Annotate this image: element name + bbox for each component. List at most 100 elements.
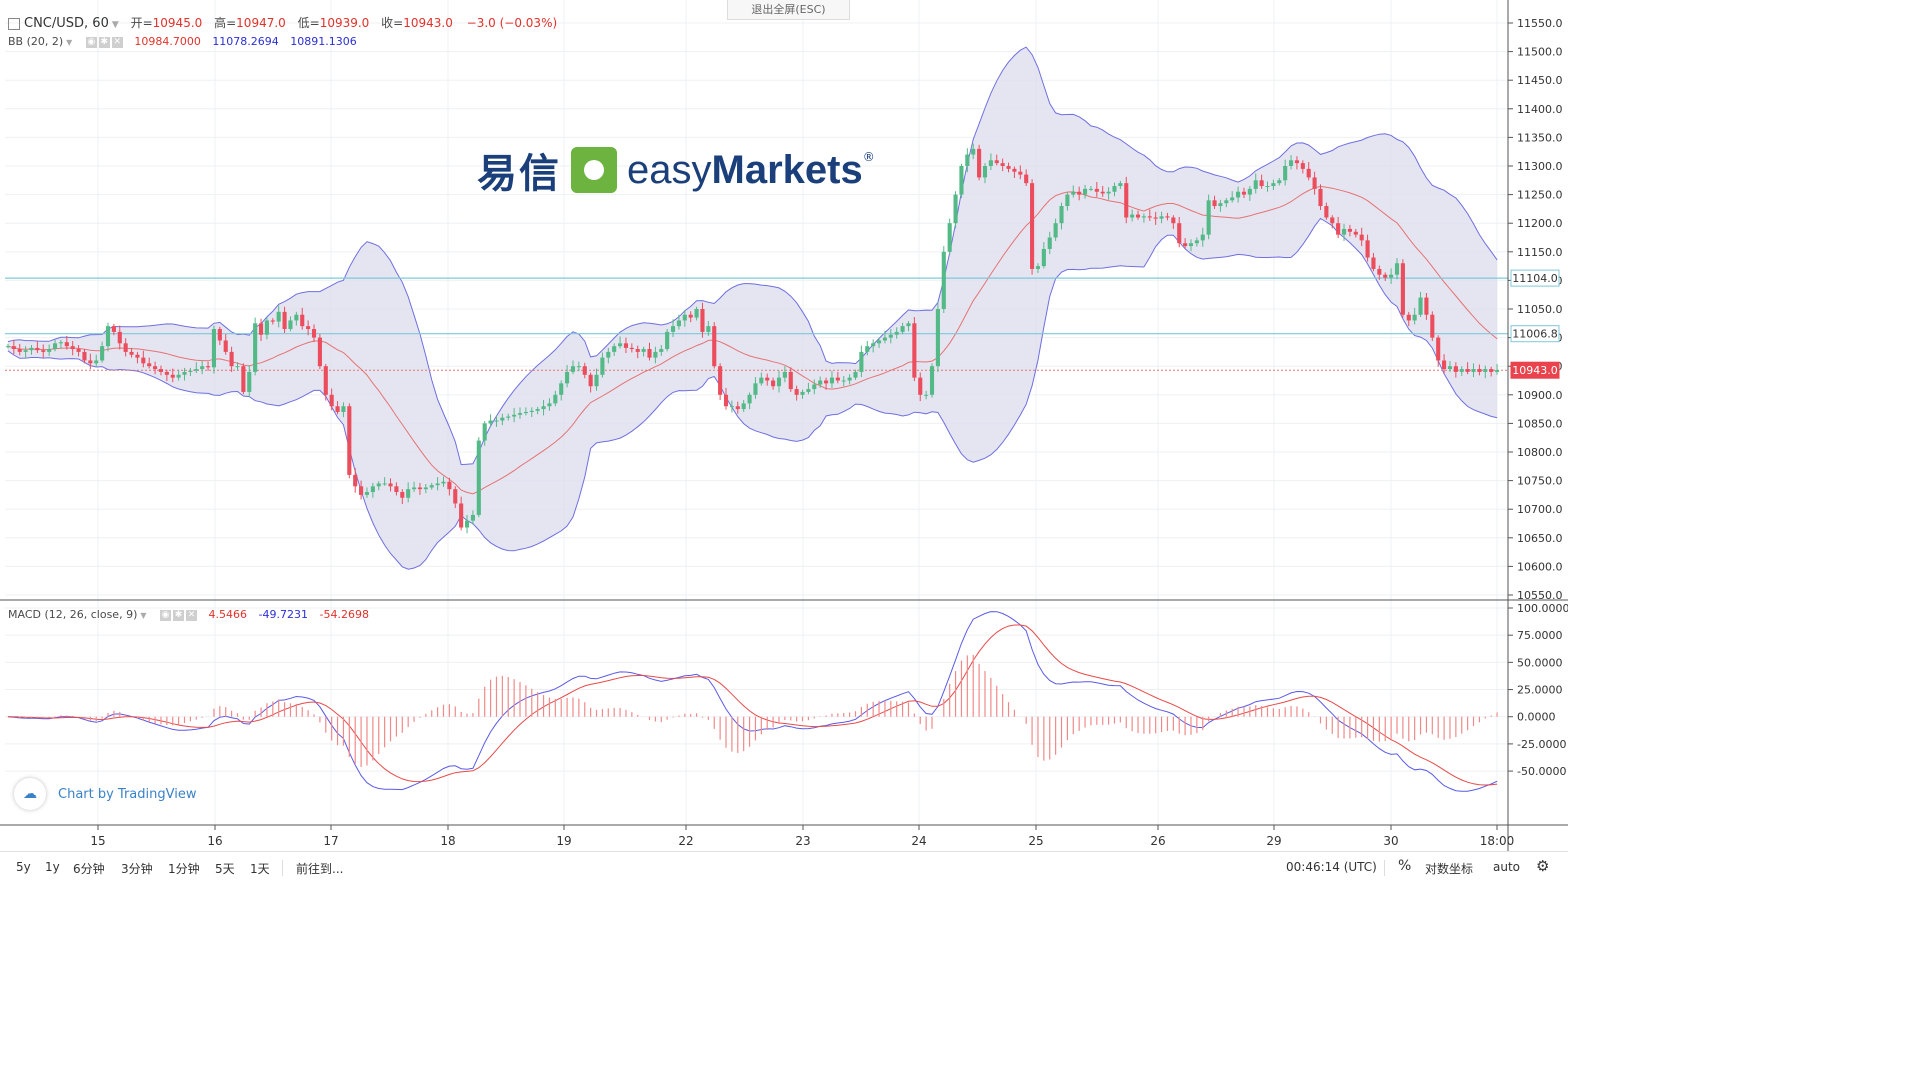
candle-body — [370, 486, 375, 493]
chart-canvas[interactable]: 15 16 17 18 19 22 23 24 25 26 29 30 18:00 11550.0 1150… — [0, 0, 1568, 882]
price-label-box — [1510, 361, 1560, 379]
candle-body — [918, 377, 923, 395]
candle-body — [1294, 160, 1299, 164]
range-1y-button[interactable]: 1y — [45, 860, 60, 874]
candle-body — [700, 309, 705, 332]
candle-body — [1247, 188, 1252, 195]
candle-body — [1265, 186, 1270, 188]
close-icon[interactable]: ✕ — [186, 609, 198, 621]
eye-icon[interactable]: ◉ — [85, 36, 97, 48]
candle-body — [200, 366, 205, 370]
candle-body — [429, 485, 434, 488]
candle-body — [594, 374, 599, 387]
candle-body — [182, 371, 187, 375]
candle-body — [1006, 166, 1011, 169]
y-tick-label: 11050.0 — [1517, 303, 1563, 316]
candle-body — [1112, 186, 1117, 192]
candle-body — [317, 337, 322, 367]
candle-body — [52, 343, 58, 350]
candle-body — [335, 406, 340, 412]
candle-body — [782, 371, 787, 378]
candle-body — [359, 486, 364, 495]
close-icon[interactable]: ✕ — [111, 36, 123, 48]
candle-body — [912, 323, 917, 378]
candle-body — [729, 406, 734, 408]
percent-scale-button[interactable]: % — [1398, 858, 1412, 874]
candle-body — [123, 343, 128, 352]
candle-body — [853, 371, 858, 378]
candle-body — [847, 377, 852, 381]
chevron-down-icon[interactable]: ▼ — [111, 20, 119, 30]
candle-body — [1347, 228, 1352, 232]
chevron-down-icon[interactable]: ▼ — [66, 38, 73, 47]
candle-body — [753, 383, 758, 395]
candle-body — [741, 403, 746, 410]
candle-body — [676, 320, 681, 327]
candle-body — [1053, 223, 1058, 238]
candle-body — [235, 366, 240, 368]
candle-body — [1065, 194, 1070, 207]
candle-body — [1171, 217, 1176, 224]
range-3min-button[interactable]: 3分钟 — [121, 862, 153, 876]
chevron-down-icon[interactable]: ▼ — [140, 611, 147, 620]
candle-body — [635, 349, 640, 352]
candle-body — [1236, 191, 1241, 198]
candle-body — [953, 194, 958, 224]
range-6min-button[interactable]: 6分钟 — [73, 862, 105, 876]
candle-body — [588, 374, 593, 387]
range-1d-button[interactable]: 1天 — [250, 862, 270, 876]
y-tick-label: 11500.0 — [1517, 46, 1563, 59]
candle-body — [1165, 216, 1170, 218]
candle-body — [1324, 206, 1329, 218]
candle-body — [147, 363, 152, 367]
open-label: 开= — [130, 16, 153, 30]
candle-body — [5, 346, 11, 348]
candle-body — [1035, 266, 1041, 269]
candle-body — [894, 331, 899, 335]
range-5d-button[interactable]: 5天 — [215, 862, 235, 876]
candle-body — [771, 380, 776, 387]
candle-body — [1024, 174, 1029, 184]
y-tick-label: 11400.0 — [1517, 103, 1563, 116]
price-label-text: 11104.0 — [1512, 272, 1558, 285]
candle-body — [1430, 314, 1435, 338]
candle-body — [76, 349, 81, 352]
utc-clock[interactable]: 00:46:14 (UTC) — [1286, 860, 1377, 874]
candle-body — [982, 166, 988, 178]
candle-body — [1094, 188, 1099, 192]
settings-icon[interactable]: ✱ — [98, 36, 110, 48]
tradingview-badge[interactable]: ☁ Chart by TradingView — [14, 778, 196, 810]
macd-tick-label: -50.0000 — [1517, 765, 1566, 778]
candle-body — [535, 409, 540, 411]
goto-date-button[interactable]: 前往到... — [296, 862, 344, 876]
candle-body — [888, 334, 893, 338]
candle-body — [1059, 206, 1064, 224]
settings-icon[interactable]: ✱ — [173, 609, 185, 621]
low-value: 10939.0 — [319, 16, 370, 30]
auto-scale-button[interactable]: auto — [1493, 860, 1521, 874]
y-tick-label: 10650.0 — [1517, 532, 1563, 545]
exit-fullscreen-button[interactable]: 退出全屏(ESC) — [727, 0, 850, 20]
tradingview-badge-text: Chart by TradingView — [58, 786, 197, 802]
x-tick-label: 30 — [1383, 834, 1398, 848]
candle-body — [423, 487, 428, 490]
logo-easy-text: easy — [627, 147, 712, 192]
log-scale-button[interactable]: 对数坐标 — [1425, 862, 1474, 876]
chart-menu-icon[interactable] — [8, 17, 20, 30]
symbol-legend: CNC/USD, 60 ▼ 开=10945.0 高=10947.0 低=10939… — [8, 14, 557, 31]
gear-icon[interactable]: ⚙ — [1536, 857, 1550, 875]
price-label-text: 10943.0 — [1512, 364, 1558, 377]
candle-body — [11, 346, 16, 350]
y-tick-label: 11350.0 — [1517, 131, 1563, 144]
range-1min-button[interactable]: 1分钟 — [168, 862, 200, 876]
x-tick-label: 16 — [207, 834, 222, 848]
candle-body — [765, 377, 770, 381]
candle-body — [1077, 191, 1082, 195]
candle-body — [1412, 314, 1417, 321]
candle-body — [1071, 191, 1076, 195]
candle-body — [276, 311, 281, 322]
eye-icon[interactable]: ◉ — [160, 609, 172, 621]
range-5y-button[interactable]: 5y — [16, 860, 31, 874]
candle-body — [364, 492, 370, 495]
high-label: 高= — [214, 16, 237, 30]
